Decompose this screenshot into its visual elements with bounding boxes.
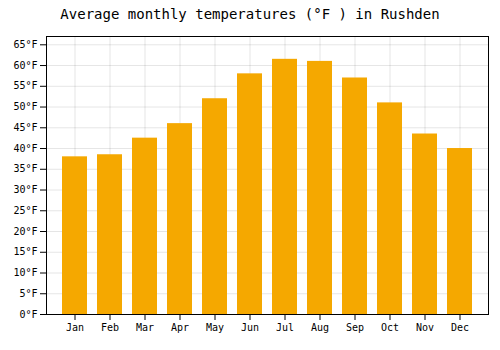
svg-text:55°F: 55°F: [13, 80, 37, 91]
svg-text:65°F: 65°F: [13, 39, 37, 50]
svg-text:Jan: Jan: [66, 322, 84, 333]
svg-text:25°F: 25°F: [13, 205, 37, 216]
svg-text:0°F: 0°F: [19, 309, 37, 320]
svg-text:Dec: Dec: [451, 322, 469, 333]
svg-text:Feb: Feb: [101, 322, 119, 333]
svg-text:Sep: Sep: [346, 322, 364, 333]
svg-text:Mar: Mar: [136, 322, 154, 333]
svg-text:Jul: Jul: [276, 322, 294, 333]
svg-text:10°F: 10°F: [13, 267, 37, 278]
svg-text:Apr: Apr: [171, 322, 189, 333]
svg-text:35°F: 35°F: [13, 163, 37, 174]
svg-text:40°F: 40°F: [13, 143, 37, 154]
svg-text:60°F: 60°F: [13, 60, 37, 71]
svg-text:30°F: 30°F: [13, 184, 37, 195]
svg-text:Oct: Oct: [381, 322, 399, 333]
svg-text:45°F: 45°F: [13, 122, 37, 133]
svg-text:Aug: Aug: [311, 322, 329, 333]
html-text:Average monthly temperatures (: Average monthly temperatures (°F ) in Ru…: [60, 6, 440, 22]
svg-text:50°F: 50°F: [13, 101, 37, 112]
svg-text:May: May: [206, 322, 224, 333]
svg-text:5°F: 5°F: [19, 288, 37, 299]
svg-text:Jun: Jun: [241, 322, 259, 333]
svg-text:20°F: 20°F: [13, 226, 37, 237]
svg-text:15°F: 15°F: [13, 246, 37, 257]
svg-text:Nov: Nov: [416, 322, 434, 333]
